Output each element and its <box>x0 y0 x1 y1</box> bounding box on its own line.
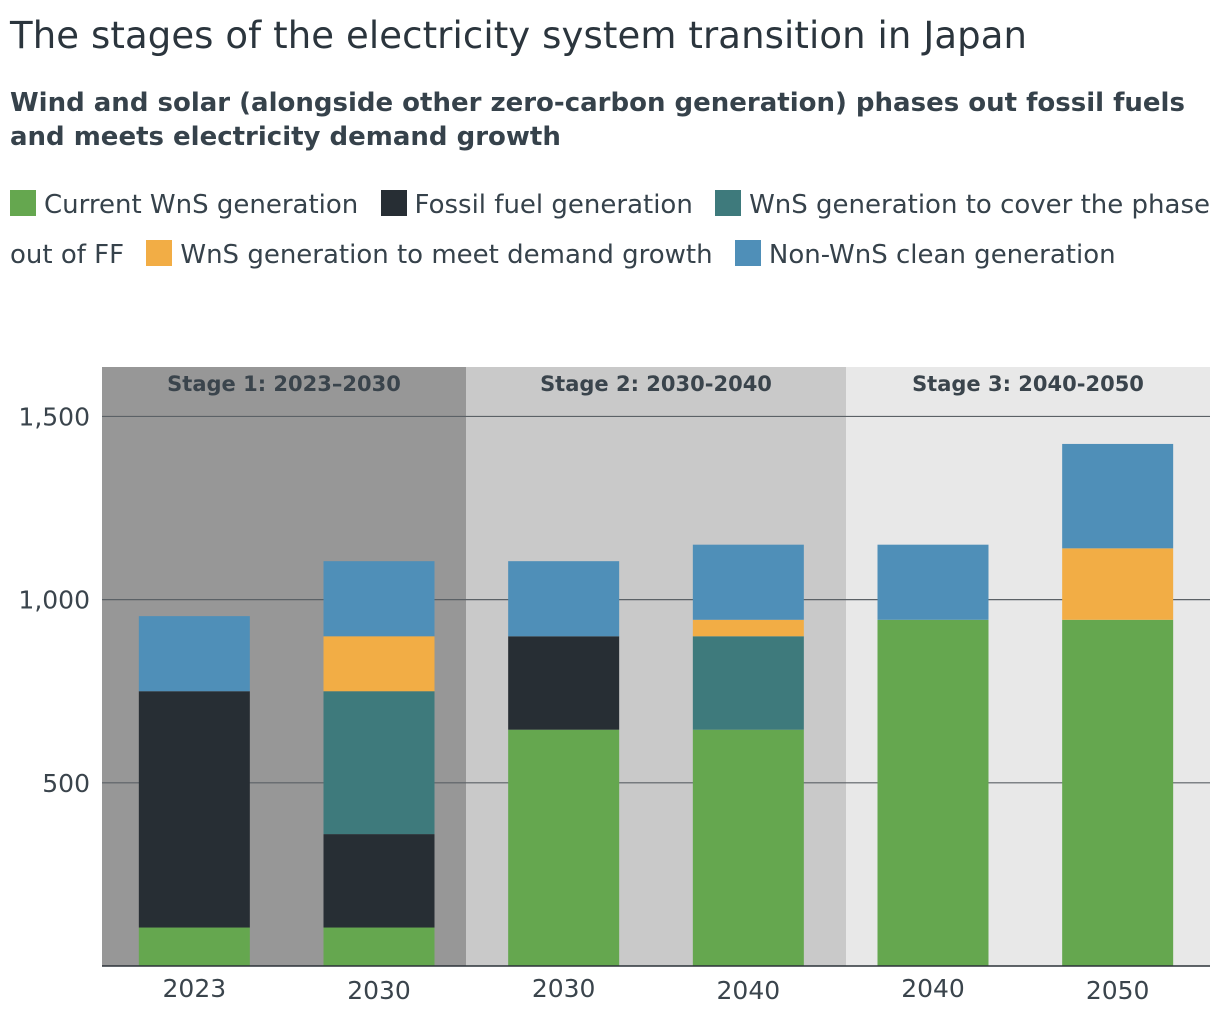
y-tick-label: 500 <box>42 769 90 798</box>
bar-6-non-wns-clean-generation <box>1062 443 1174 549</box>
chart-subtitle: Wind and solar (alongside other zero-car… <box>10 88 1185 152</box>
chart-title: The stages of the electricity system tra… <box>10 14 1028 57</box>
legend-label: WnS generation to meet demand growth <box>180 240 713 270</box>
bar-3-fossil-fuel-generation <box>508 636 620 730</box>
legend-item-fossil-fuel-generation: Fossil fuel generation <box>380 190 693 220</box>
legend-item-wns-generation-to-cover-the-phase-out-of-ff: WnS generation to cover the phase out of… <box>10 190 1210 270</box>
legend-swatch <box>380 190 407 216</box>
legend-label: Non-WnS clean generation <box>768 240 1116 270</box>
bar-4-current-wns-generation <box>692 729 804 966</box>
legend-swatch <box>734 240 761 266</box>
legend-swatch <box>715 190 742 216</box>
y-tick-label: 1,000 <box>18 586 90 615</box>
bar-4-non-wns-clean-generation <box>692 544 804 620</box>
x-tick-label: 2040 <box>717 976 781 1005</box>
bar-2-wns-generation-to-meet-demand-growth <box>323 636 435 692</box>
labels: Stage 1: 2023–2030 Stage 2: 2030-2040 Stag… <box>18 372 1149 1005</box>
legend-swatch <box>10 190 36 216</box>
bar-1-fossil-fuel-generation <box>138 691 250 928</box>
bar-1-non-wns-clean-generation <box>138 616 250 692</box>
y-tick-label: 1,500 <box>18 402 90 431</box>
x-tick-label: 2030 <box>347 976 411 1005</box>
stage-label-3: Stage 3: 2040-2050 <box>912 372 1144 396</box>
bar-2-current-wns-generation <box>323 927 435 966</box>
bars <box>138 443 1174 966</box>
bar-5-current-wns-generation <box>877 619 989 966</box>
legend: Current WnS generation Fossil fuel gener… <box>10 180 1215 280</box>
x-tick-label: 2050 <box>1086 976 1150 1005</box>
bar-6-wns-generation-to-meet-demand-growth <box>1062 548 1174 620</box>
legend-item-current-wns-generation: Current WnS generation <box>10 190 358 220</box>
legend-item-wns-generation-to-meet-demand-growth: WnS generation to meet demand growth <box>146 240 713 270</box>
legend-item-non-wns-clean-generation: Non-WnS clean generation <box>734 240 1116 270</box>
stage-backgrounds <box>102 367 1210 966</box>
legend-label: Current WnS generation <box>44 190 359 220</box>
bar-2-wns-generation-to-cover-the-phase-out-of-ff <box>323 691 435 835</box>
gridlines <box>102 415 1210 784</box>
stage-label-1: Stage 1: 2023–2030 <box>167 372 401 396</box>
x-tick-label: 2040 <box>901 974 965 1003</box>
bar-5-non-wns-clean-generation <box>877 544 989 620</box>
stage-label-2: Stage 2: 2030-2040 <box>540 372 772 396</box>
x-tick-label: 2023 <box>163 974 227 1003</box>
bar-3-non-wns-clean-generation <box>508 561 620 637</box>
bar-2-non-wns-clean-generation <box>323 561 435 637</box>
bar-3-current-wns-generation <box>508 729 620 966</box>
stacked-bar-chart: Stage 1: 2023–2030 Stage 2: 2030-2040 Stag… <box>18 367 1210 1005</box>
bar-4-wns-generation-to-cover-the-phase-out-of-ff <box>692 636 804 730</box>
bar-6-current-wns-generation <box>1062 619 1174 966</box>
legend-label: WnS generation to cover the phase out of… <box>10 190 1210 270</box>
legend-swatch <box>146 240 173 266</box>
bar-4-wns-generation-to-meet-demand-growth <box>692 619 804 637</box>
bar-1-current-wns-generation <box>138 927 250 966</box>
legend-label: Fossil fuel generation <box>414 190 693 220</box>
bar-2-fossil-fuel-generation <box>323 834 435 928</box>
x-tick-label: 2030 <box>532 974 596 1003</box>
